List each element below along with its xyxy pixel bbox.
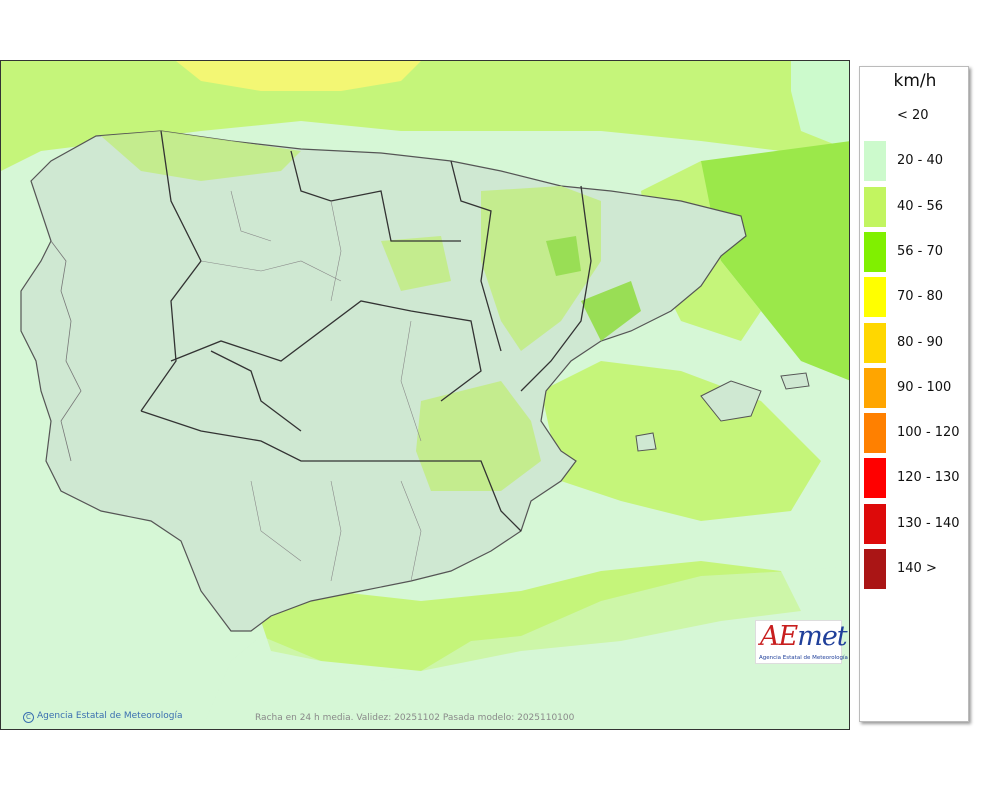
zone-40-56-levante [416, 381, 541, 491]
legend-label: 130 - 140 [897, 515, 960, 531]
africa-land [201, 566, 849, 729]
legend-item: 100 - 120 [860, 413, 970, 454]
legend-swatch [864, 186, 886, 227]
aemet-logo: AEmet Agencia Estatal de Meteorología [755, 620, 848, 664]
zone-40-56-ebro [481, 186, 601, 351]
legend-label: 100 - 120 [897, 425, 960, 441]
mallorca [700, 380, 762, 422]
legend-label: 80 - 90 [897, 334, 944, 350]
legend-item: 56 - 70 [860, 231, 970, 272]
legend-item: 40 - 56 [860, 186, 970, 227]
legend-label: 40 - 56 [897, 198, 944, 214]
zone-40-56-north [1, 61, 849, 171]
legend-label: 56 - 70 [897, 243, 944, 259]
zone-70-80-north [176, 61, 421, 91]
footer-copyright: C Agencia Estatal de Meteorología [23, 711, 183, 723]
legend-item: 90 - 100 [860, 367, 970, 408]
legend-label: 20 - 40 [897, 153, 944, 169]
zone-56-70-castellon [581, 281, 641, 341]
legend-item: 20 - 40 [860, 141, 970, 182]
footer-copyright-text: Agencia Estatal de Meteorología [37, 711, 183, 721]
legend-swatch [864, 367, 886, 408]
copyright-icon: C [23, 712, 34, 723]
legend-item: 120 - 130 [860, 458, 970, 499]
logo-subtitle: Agencia Estatal de Meteorología [759, 655, 848, 661]
legend-swatch [864, 141, 886, 182]
ibiza [635, 432, 657, 452]
legend-item: 70 - 80 [860, 277, 970, 318]
wind-gust-map: C Agencia Estatal de Meteorología Racha e… [0, 60, 850, 730]
region-borders [140, 130, 592, 532]
legend-item: 130 - 140 [860, 503, 970, 544]
legend-swatch [864, 458, 886, 499]
legend-item: < 20 [860, 96, 970, 136]
legend-label: 90 - 100 [897, 379, 952, 395]
portugal-border [50, 240, 82, 462]
legend-label: 120 - 130 [897, 470, 960, 486]
legend-item: 140 > [860, 549, 970, 589]
legend-item: 80 - 90 [860, 322, 970, 363]
legend: km/h < 20 20 - 40 40 - 56 56 - 70 70 - 80 80 … [859, 66, 969, 722]
legend-swatch [864, 413, 886, 454]
zone-40-56-central [381, 236, 451, 291]
logo-wordmark: AEmet [760, 621, 848, 652]
legend-label: 140 > [897, 561, 937, 576]
legend-swatch [864, 549, 886, 589]
map-canvas [1, 61, 849, 729]
zone-56-70-gulf-lion [691, 141, 849, 381]
legend-label: < 20 [897, 108, 929, 123]
legend-swatch [864, 503, 886, 544]
province-borders [200, 190, 422, 582]
legend-swatch [864, 231, 886, 272]
footer-info: Racha en 24 h media. Validez: 20251102 P… [255, 713, 575, 723]
legend-label: 70 - 80 [897, 289, 944, 305]
legend-swatch [864, 277, 886, 318]
legend-swatch [864, 96, 886, 136]
zone-20-40-france [791, 61, 849, 151]
legend-swatch [864, 322, 886, 363]
legend-unit: km/h [893, 71, 937, 91]
zone-56-70-ebro [546, 236, 581, 276]
menorca [780, 372, 810, 390]
zone-40-56-cantabria [101, 131, 301, 181]
